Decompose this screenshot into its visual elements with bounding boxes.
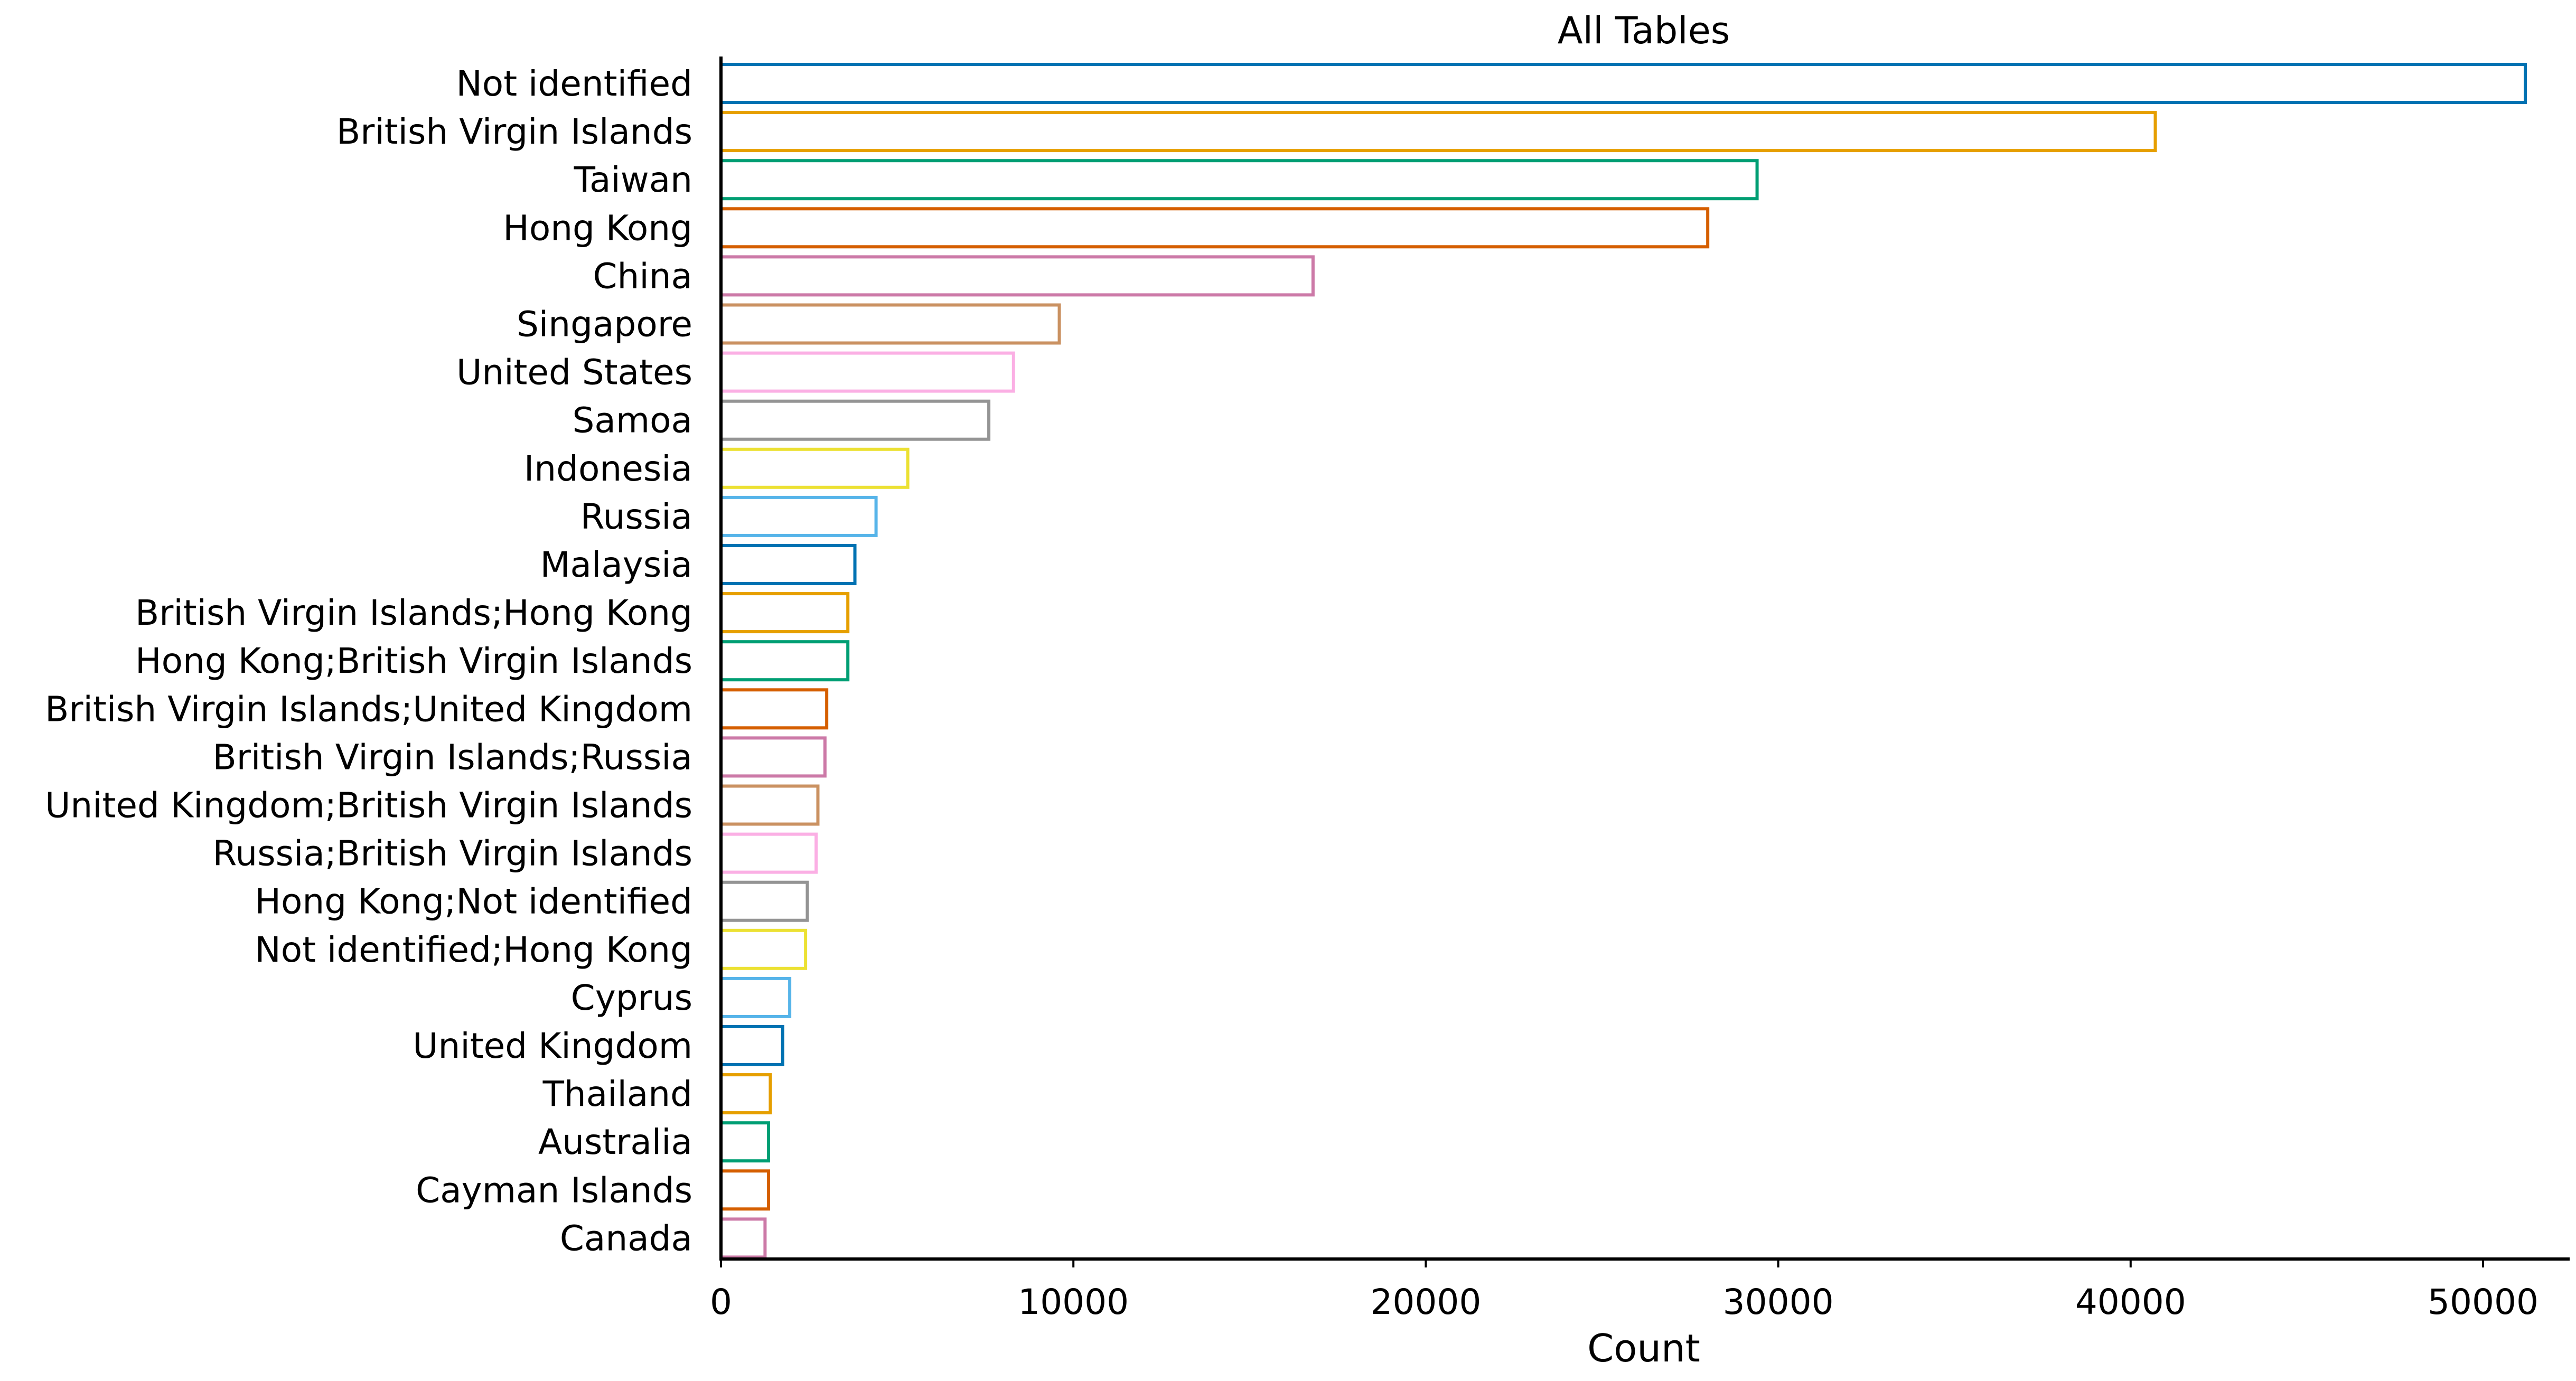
bar [719,63,2527,104]
bar [719,1073,772,1115]
y-tick-label: Indonesia [524,448,692,489]
y-tick-label: Hong Kong;Not identified [255,881,692,922]
y-tick-label: United Kingdom [413,1026,692,1066]
y-tick-label: Russia;British Virgin Islands [213,833,692,874]
bars-group [719,63,2527,1259]
y-tick-label: British Virgin Islands;Russia [213,737,692,777]
y-tick-label: Thailand [542,1074,692,1114]
bar [719,736,827,778]
y-tick-label: Russia [580,496,692,537]
y-tick-label: Singapore [517,304,692,345]
bar [719,832,818,874]
bar [719,688,829,730]
bar [719,1217,767,1259]
y-tick-labels: Not identified British Virgin Islands Taiw… [45,63,692,1258]
bar [719,255,1315,297]
bar [719,880,809,922]
bar [719,1025,784,1066]
bar [719,784,820,826]
bar [719,976,792,1018]
bar [719,592,850,634]
y-tick-label: Hong Kong [503,208,692,248]
bar [719,159,1759,201]
x-tick-label: 10000 [1018,1282,1129,1322]
y-tick-label: Malaysia [540,544,692,585]
y-tick-label: Not identified;Hong Kong [255,929,692,970]
y-tick-label: Taiwan [574,159,692,200]
y-tick-label: Cyprus [571,978,692,1018]
bar [719,303,1061,345]
x-axis-ticks: 0 10000 20000 30000 40000 50000 [710,1259,2538,1322]
y-tick-label: British Virgin Islands;Hong Kong [135,593,692,633]
bar [719,1169,771,1211]
y-tick-label: Samoa [573,400,692,441]
y-tick-label: British Virgin Islands [336,111,692,152]
x-tick-label: 30000 [1723,1282,1834,1322]
x-axis-title: Count [1587,1326,1700,1370]
bar [719,928,808,970]
bar [719,544,857,585]
y-tick-label: British Virgin Islands;United Kingdom [45,689,692,729]
y-tick-label: Australia [538,1122,692,1162]
bar [719,111,2157,153]
bar [719,399,991,441]
x-tick-label: 0 [710,1282,732,1322]
bar [719,495,878,537]
chart-title: All Tables [1558,9,1730,52]
y-tick-label: Canada [560,1218,692,1258]
y-tick-label: China [593,256,692,296]
bar [719,447,910,489]
x-tick-label: 50000 [2428,1282,2538,1322]
bar [719,351,1015,393]
x-tick-label: 40000 [2075,1282,2186,1322]
y-tick-label: Hong Kong;British Virgin Islands [135,641,692,681]
y-tick-label: United States [456,352,692,393]
y-tick-label: Cayman Islands [416,1170,692,1210]
bar [719,207,1710,249]
bar [719,640,850,682]
x-tick-label: 20000 [1370,1282,1481,1322]
bar [719,1121,771,1163]
y-tick-label: United Kingdom;British Virgin Islands [45,785,692,826]
y-tick-label: Not identified [456,63,692,104]
